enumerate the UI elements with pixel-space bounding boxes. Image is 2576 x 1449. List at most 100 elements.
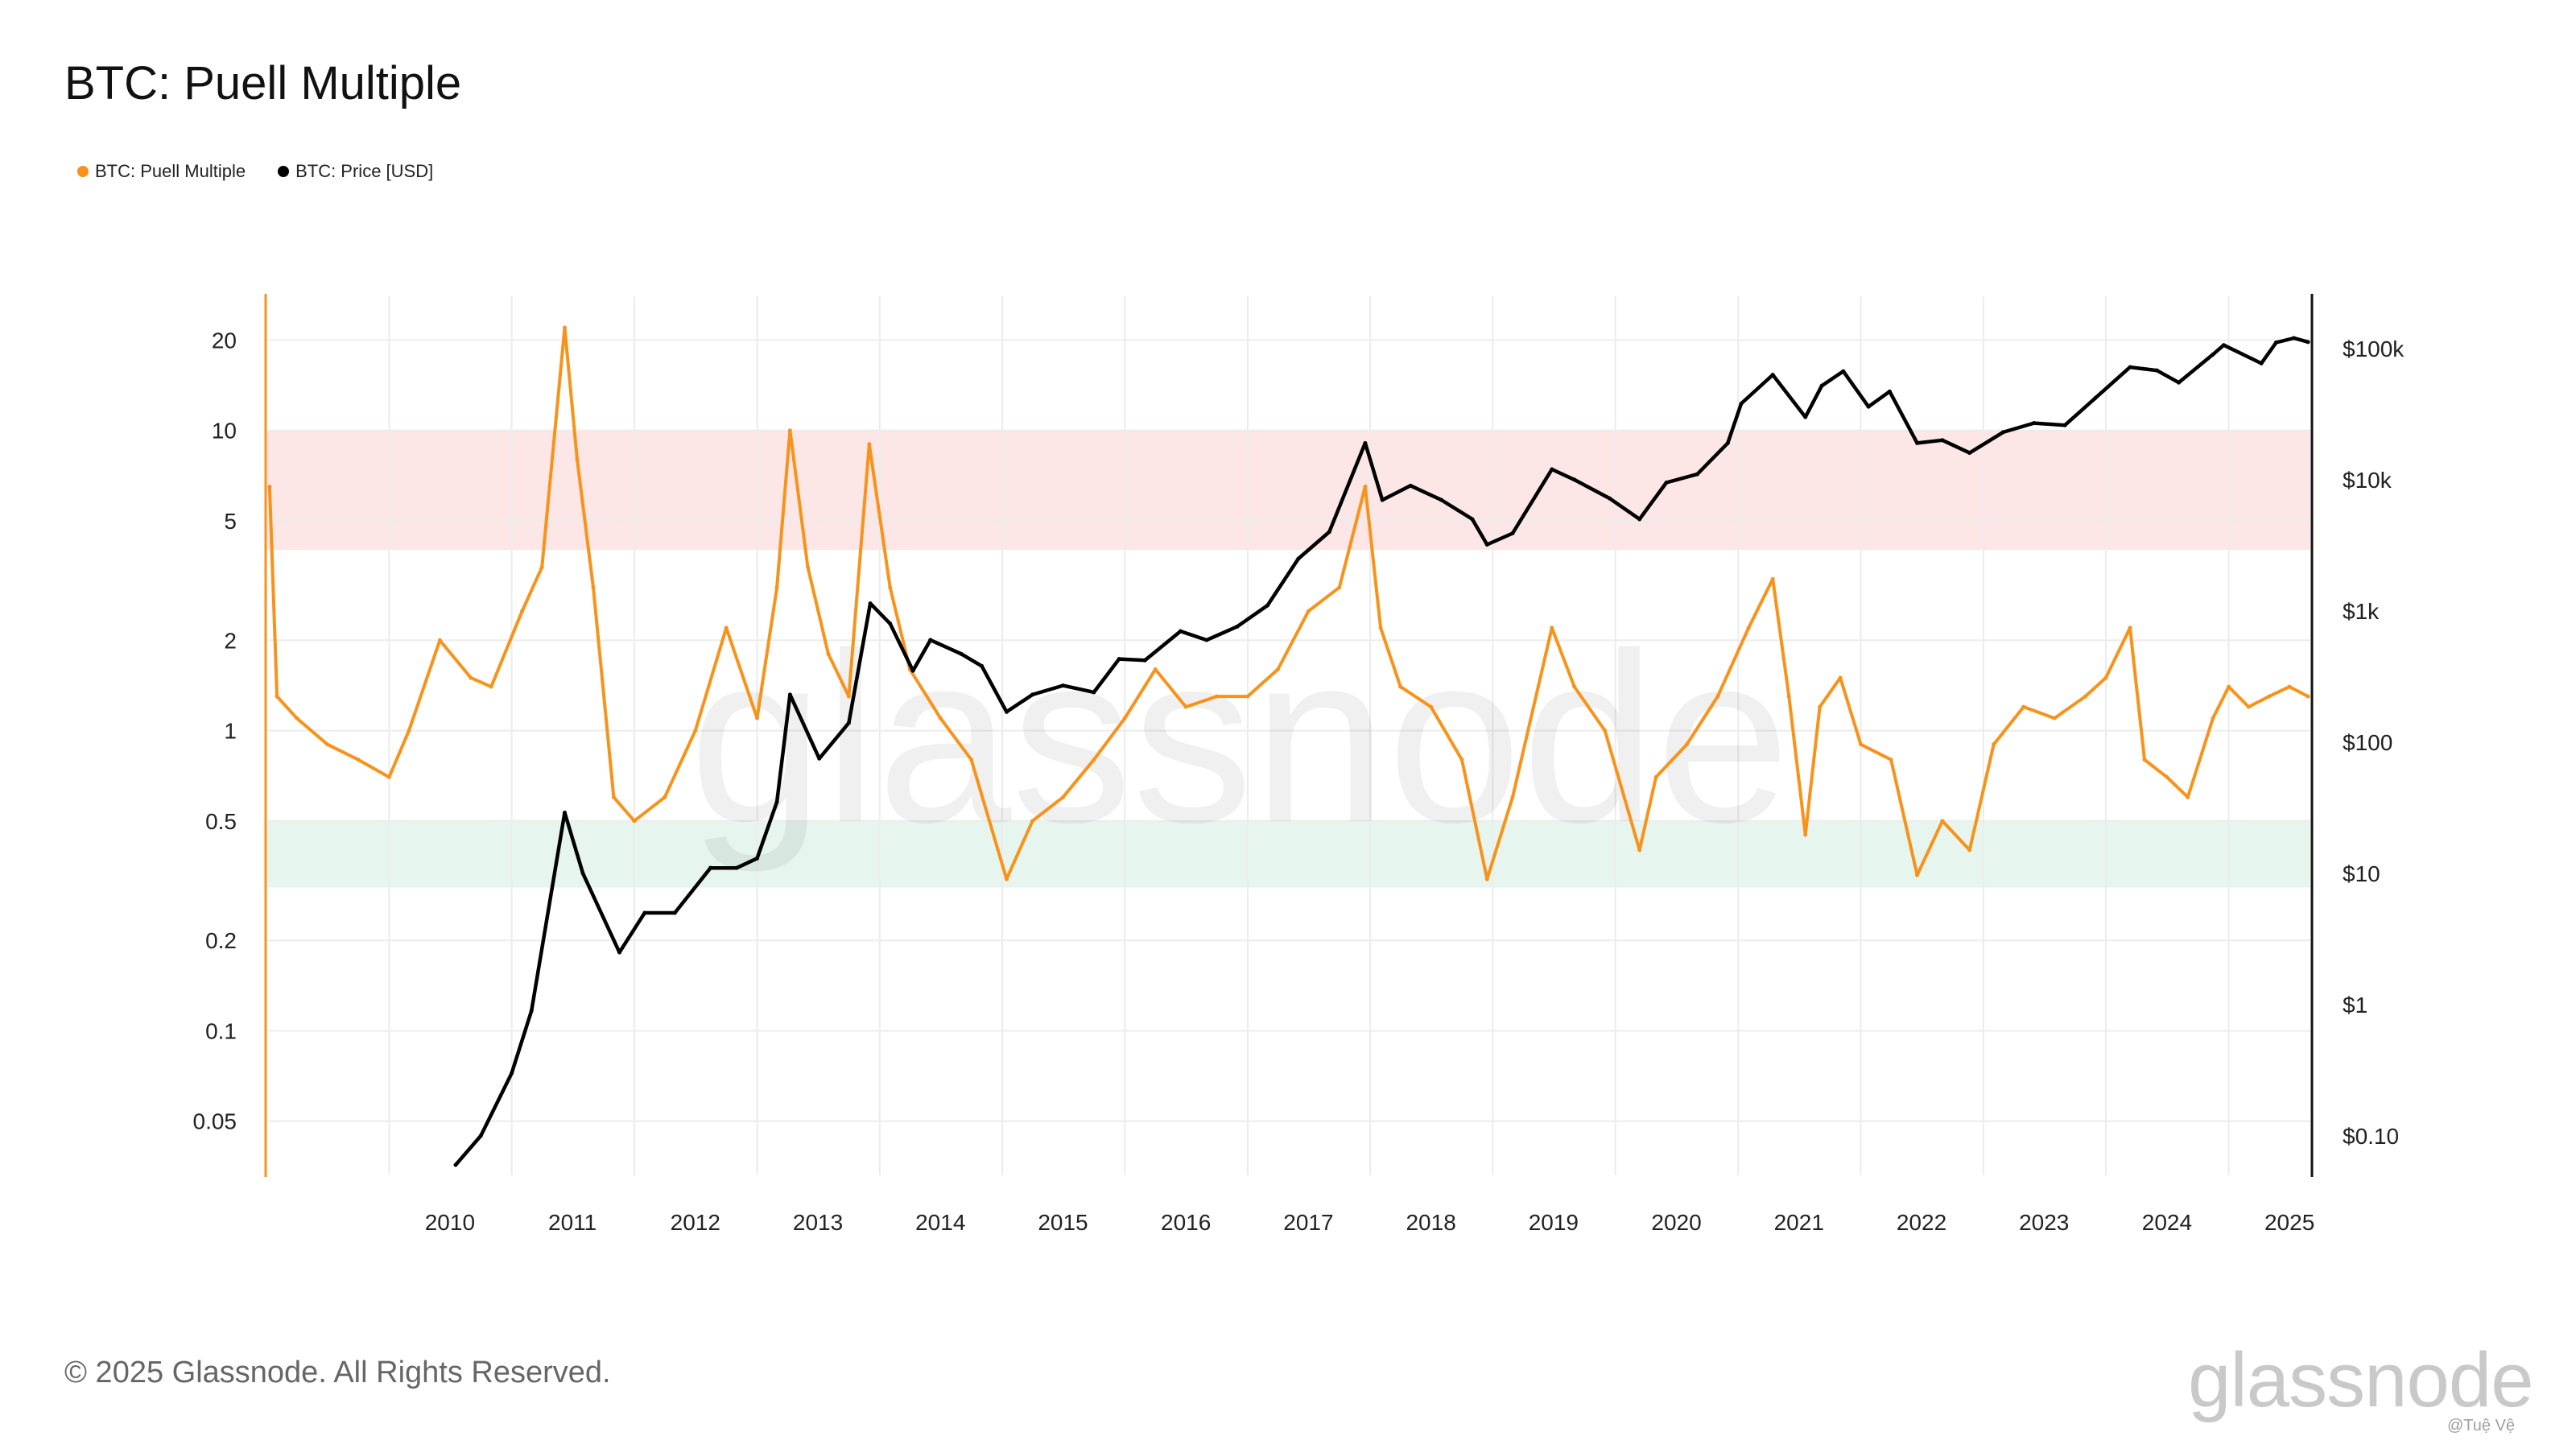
glassnode-logo: glassnode: [2188, 1337, 2534, 1423]
price-point: [1380, 497, 1385, 502]
puell-point: [632, 819, 637, 824]
puell-point: [938, 716, 943, 720]
right-tick-label: $10k: [2343, 468, 2392, 493]
puell-point: [888, 585, 893, 590]
price-point: [1841, 369, 1846, 374]
puell-point: [1004, 877, 1009, 881]
price-point: [980, 663, 985, 668]
puell-point: [724, 625, 729, 630]
copyright-footer: © 2025 Glassnode. All Rights Reserved.: [64, 1356, 611, 1389]
puell-point: [1803, 832, 1808, 837]
puell-point: [1786, 694, 1791, 699]
legend-item-puell[interactable]: BTC: Puell Multiple: [77, 161, 246, 182]
series-lines: [267, 325, 2310, 1167]
puell-point: [2128, 625, 2132, 630]
price-point: [959, 651, 964, 656]
price-point: [1803, 415, 1808, 419]
puell-point: [846, 694, 851, 699]
right-tick-label: $10: [2343, 861, 2380, 886]
puell-point: [1859, 742, 1864, 747]
puell-point: [407, 729, 411, 733]
puell-point: [1215, 694, 1220, 699]
puell-point: [611, 795, 616, 799]
legend-label-puell: BTC: Puell Multiple: [95, 161, 246, 181]
right-tick-label: $100: [2343, 730, 2392, 755]
puell-point: [1572, 684, 1577, 689]
price-point: [2259, 361, 2264, 365]
puell-point: [2103, 675, 2108, 680]
puell-point: [2246, 704, 2251, 709]
price-point: [868, 601, 873, 606]
right-tick-label: $0.10: [2343, 1124, 2399, 1149]
price-point: [1550, 467, 1554, 472]
price-point: [2032, 421, 2037, 426]
legend-label-price: BTC: Price [USD]: [295, 161, 434, 181]
legend-dot-price-icon: [278, 166, 290, 177]
puell-point: [787, 428, 792, 433]
puell-point: [1889, 758, 1893, 762]
credit-watermark: @Tuệ Vệ: [2447, 1417, 2516, 1435]
price-point: [734, 865, 739, 870]
right-tick-label: $1k: [2343, 599, 2380, 624]
puell-point: [1653, 774, 1658, 779]
puell-point: [1550, 625, 1554, 630]
puell-point: [867, 442, 872, 447]
puell-point: [469, 675, 473, 680]
puell-point: [2287, 684, 2292, 689]
x-tick-label: 2022: [1897, 1210, 1946, 1235]
puell-point: [563, 325, 568, 330]
price-point: [642, 910, 647, 915]
x-tick-label: 2016: [1161, 1210, 1211, 1235]
price-point: [1967, 451, 1972, 456]
puell-point: [1061, 795, 1066, 799]
puell-point: [1818, 704, 1823, 709]
left-tick-label: 2: [224, 628, 237, 653]
puell-point: [1684, 742, 1689, 747]
price-point: [2000, 430, 2005, 435]
puell-point: [1245, 694, 1250, 699]
puell-point: [275, 694, 279, 699]
price-point: [1887, 389, 1892, 394]
puell-point: [1603, 729, 1608, 733]
puell-point: [1746, 625, 1751, 630]
price-point: [1327, 530, 1331, 535]
left-tick-label: 10: [212, 419, 237, 444]
puell-point: [969, 758, 974, 762]
price-point: [510, 1071, 514, 1075]
puell-point: [1337, 585, 1342, 590]
x-tick-label: 2014: [915, 1210, 965, 1235]
puell-point: [2083, 694, 2088, 699]
price-point: [453, 1162, 458, 1167]
price-point: [1296, 556, 1301, 561]
grid-lines: [267, 296, 2310, 1175]
puell-point: [826, 651, 831, 656]
price-point: [2221, 343, 2226, 348]
puell-point: [2142, 758, 2147, 762]
left-tick-label: 20: [212, 328, 237, 353]
legend-dot-puell-icon: [77, 166, 89, 177]
price-point: [1363, 440, 1368, 445]
puell-point: [386, 774, 391, 779]
puell-point: [325, 742, 330, 747]
puell-point: [1715, 694, 1720, 699]
price-point: [1819, 383, 1824, 388]
price-point: [910, 668, 915, 673]
legend-item-price[interactable]: BTC: Price [USD]: [278, 161, 433, 182]
puell-point: [1378, 625, 1383, 630]
x-tick-label: 2013: [793, 1210, 843, 1235]
price-point: [817, 756, 822, 761]
x-tick-label: 2024: [2142, 1210, 2192, 1235]
puell-point: [693, 729, 698, 733]
x-tick-label: 2019: [1529, 1210, 1579, 1235]
x-tick-label: 2011: [548, 1210, 597, 1235]
x-tick-label: 2017: [1283, 1210, 1333, 1235]
left-tick-label: 0.5: [205, 809, 237, 834]
price-point: [2306, 340, 2310, 345]
price-point: [888, 621, 893, 626]
x-tick-label: 2023: [2019, 1210, 2069, 1235]
price-point: [1572, 477, 1577, 482]
puell-point: [1122, 716, 1127, 720]
price-point: [708, 865, 713, 870]
price-point: [1204, 638, 1209, 642]
